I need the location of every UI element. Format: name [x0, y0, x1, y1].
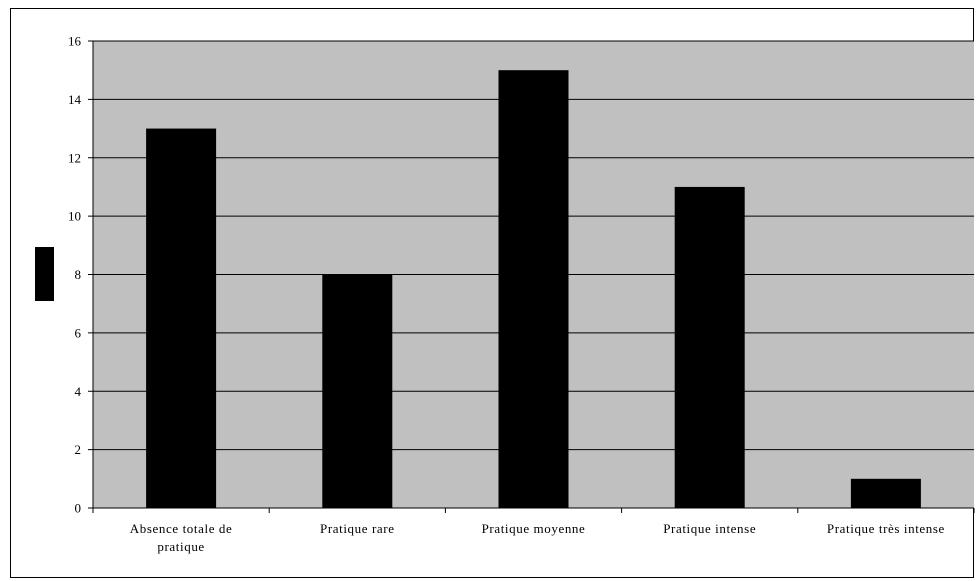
- y-tick-label: 8: [75, 267, 82, 282]
- bar: [322, 274, 393, 508]
- y-tick-label: 2: [75, 442, 82, 457]
- y-tick-label: 0: [75, 501, 82, 516]
- bar: [850, 478, 921, 508]
- y-tick-labels: 0 2 4 6 8 10 12 14 16: [68, 34, 82, 516]
- x-tick-label: Pratique moyenne: [482, 521, 586, 536]
- x-tick-label: Pratique très intense: [827, 521, 945, 536]
- bar: [146, 128, 217, 508]
- y-tick-label: 14: [68, 92, 82, 107]
- y-tick-label: 4: [75, 384, 82, 399]
- y-tick-label: 6: [75, 325, 82, 340]
- bar: [498, 70, 569, 508]
- y-tick-label: 16: [68, 34, 82, 49]
- x-tick-label: Absence totale de pratique: [130, 521, 233, 554]
- axes: [88, 40, 975, 513]
- bars: [146, 70, 921, 508]
- x-tick-labels: Absence totale de pratique Pratique rare Pr…: [130, 521, 945, 554]
- bar: [674, 186, 745, 508]
- x-tick-label: Pratique intense: [663, 521, 756, 536]
- y-tick-label: 10: [68, 209, 81, 224]
- x-tick-label: Pratique rare: [320, 521, 395, 536]
- y-tick-label: 12: [68, 150, 81, 165]
- y-axis-label-marker: [35, 247, 54, 301]
